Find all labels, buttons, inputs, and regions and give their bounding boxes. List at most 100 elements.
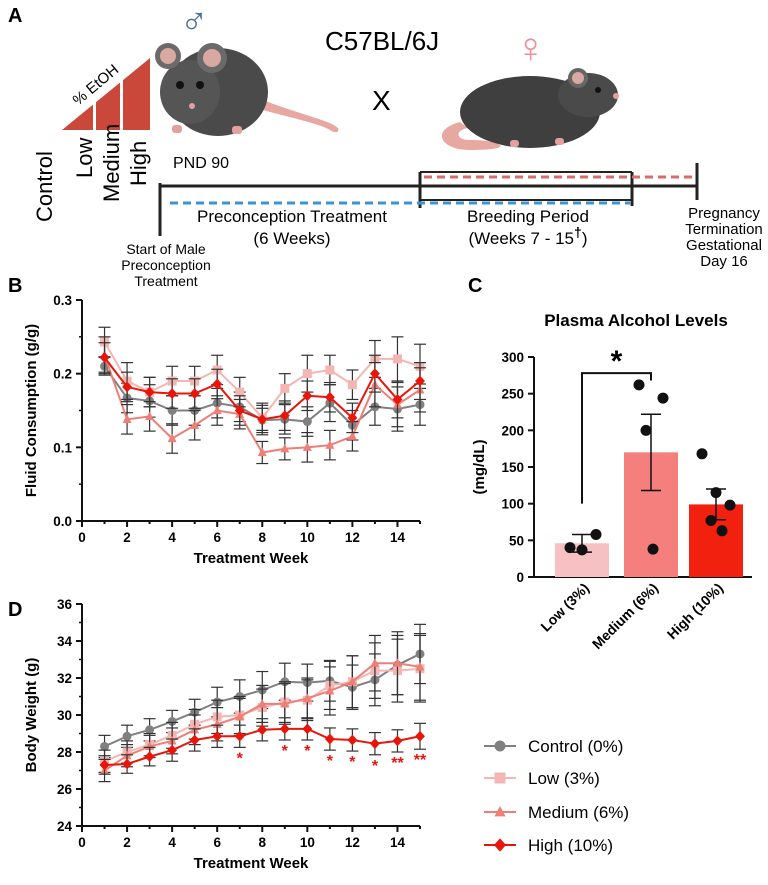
- data-point: [257, 698, 267, 708]
- data-point: [280, 698, 290, 708]
- y-tick-label: 0.0: [53, 514, 72, 529]
- x-tick-label: 2: [123, 835, 131, 850]
- data-point: [212, 405, 222, 415]
- female-mouse-icon: [441, 68, 619, 150]
- data-point: [647, 543, 659, 555]
- termination-label-4: Day 16: [700, 253, 748, 270]
- x-tick-label: 12: [345, 530, 360, 545]
- y-tick-label: 0.2: [53, 367, 72, 382]
- significance-star: *: [611, 345, 623, 378]
- breeding-label-2: (Weeks 7 - 15†): [469, 224, 588, 248]
- legend-label: Low (3%): [528, 769, 600, 788]
- data-point: [415, 375, 425, 387]
- data-point: [99, 352, 110, 363]
- legend-marker-diamond: [493, 838, 507, 852]
- data-point: [392, 658, 402, 667]
- start-label-3: Treatment: [134, 273, 197, 289]
- y-axis-title: Body Weight (g): [23, 658, 40, 773]
- data-point: [145, 725, 155, 735]
- data-point: [325, 365, 335, 375]
- preconception-label-1: Preconception Treatment: [197, 207, 387, 226]
- x-tick-label: 6: [213, 530, 221, 545]
- significance-marker: *: [282, 743, 289, 760]
- data-point: [369, 738, 380, 750]
- data-point: [696, 448, 708, 460]
- data-point: [657, 392, 669, 404]
- data-point: [325, 440, 335, 449]
- panel-b-chart: B 0.0 0.1 0.2 0.3 0 2 4 6 8 10 12 14 Treatment Week F…: [8, 275, 426, 567]
- legend: Control (0%) Low (3%) Medium (6%) High (10%…: [484, 737, 629, 855]
- data-point: [212, 730, 223, 742]
- x-tick-label: 8: [259, 835, 267, 850]
- data-point: [122, 381, 133, 393]
- y-tick-label: 30: [57, 708, 72, 723]
- data-point: [347, 380, 357, 390]
- data-point: [212, 378, 223, 390]
- x-tick-label: 0: [78, 835, 86, 850]
- dose-group-control: Control: [32, 151, 57, 222]
- data-point: [280, 383, 290, 393]
- significance-marker: *: [372, 758, 379, 775]
- data-point: [724, 499, 736, 511]
- data-point: [302, 693, 312, 702]
- data-point: [167, 716, 177, 726]
- data-point: [235, 711, 245, 721]
- data-point: [347, 734, 358, 746]
- data-point: [415, 661, 425, 671]
- data-point: [99, 759, 110, 771]
- legend-marker-square: [494, 772, 506, 784]
- significance-marker: **: [391, 755, 404, 772]
- significance-marker: *: [327, 753, 334, 770]
- data-point: [370, 658, 380, 667]
- x-tick-label: 10: [300, 835, 315, 850]
- y-tick-label: 150: [501, 460, 524, 475]
- x-tick-label: 4: [168, 530, 176, 545]
- x-tick-label: 6: [213, 835, 221, 850]
- data-point: [167, 388, 178, 399]
- start-label-1: Start of Male: [126, 241, 206, 257]
- data-point: [590, 528, 602, 540]
- data-point: [234, 730, 245, 742]
- dose-group-high: High: [126, 141, 151, 186]
- data-point: [392, 394, 403, 405]
- data-point: [392, 735, 403, 747]
- female-symbol-icon: ♀: [515, 24, 547, 71]
- termination-label-2: Termination: [685, 221, 763, 238]
- data-point: [279, 723, 290, 735]
- male-mouse-icon: [155, 43, 339, 136]
- x-tick-label: 10: [300, 530, 315, 545]
- data-point: [235, 387, 245, 397]
- data-point: [576, 544, 588, 556]
- y-tick-label: 0.3: [53, 293, 72, 308]
- x-tick-label: 8: [259, 530, 267, 545]
- cross-label: X: [372, 85, 391, 116]
- panel-b-label: B: [8, 275, 22, 297]
- data-point: [279, 410, 290, 422]
- data-point: [144, 386, 155, 398]
- strain-label: C57BL/6J: [325, 26, 439, 56]
- data-point: [122, 731, 132, 741]
- x-tick-label: 2: [123, 530, 131, 545]
- termination-label-1: Pregnancy: [688, 205, 760, 222]
- x-tick-label: 14: [390, 530, 406, 545]
- y-tick-label: 26: [57, 782, 73, 797]
- data-point: [122, 758, 133, 770]
- data-point: [324, 733, 335, 745]
- data-point: [189, 388, 200, 399]
- data-point: [302, 390, 313, 402]
- y-tick-label: 34: [57, 634, 73, 649]
- significance-marker: *: [349, 754, 356, 771]
- y-tick-label: 250: [501, 387, 524, 402]
- timeline: [158, 163, 699, 236]
- significance-marker: **: [414, 752, 427, 769]
- x-axis-title: Treatment Week: [194, 855, 309, 872]
- data-point: [144, 751, 155, 763]
- series-high: [98, 342, 426, 434]
- data-point: [167, 433, 177, 443]
- data-point: [633, 379, 645, 391]
- data-point: [324, 391, 335, 403]
- significance-marker: *: [304, 743, 311, 760]
- data-point: [190, 420, 200, 429]
